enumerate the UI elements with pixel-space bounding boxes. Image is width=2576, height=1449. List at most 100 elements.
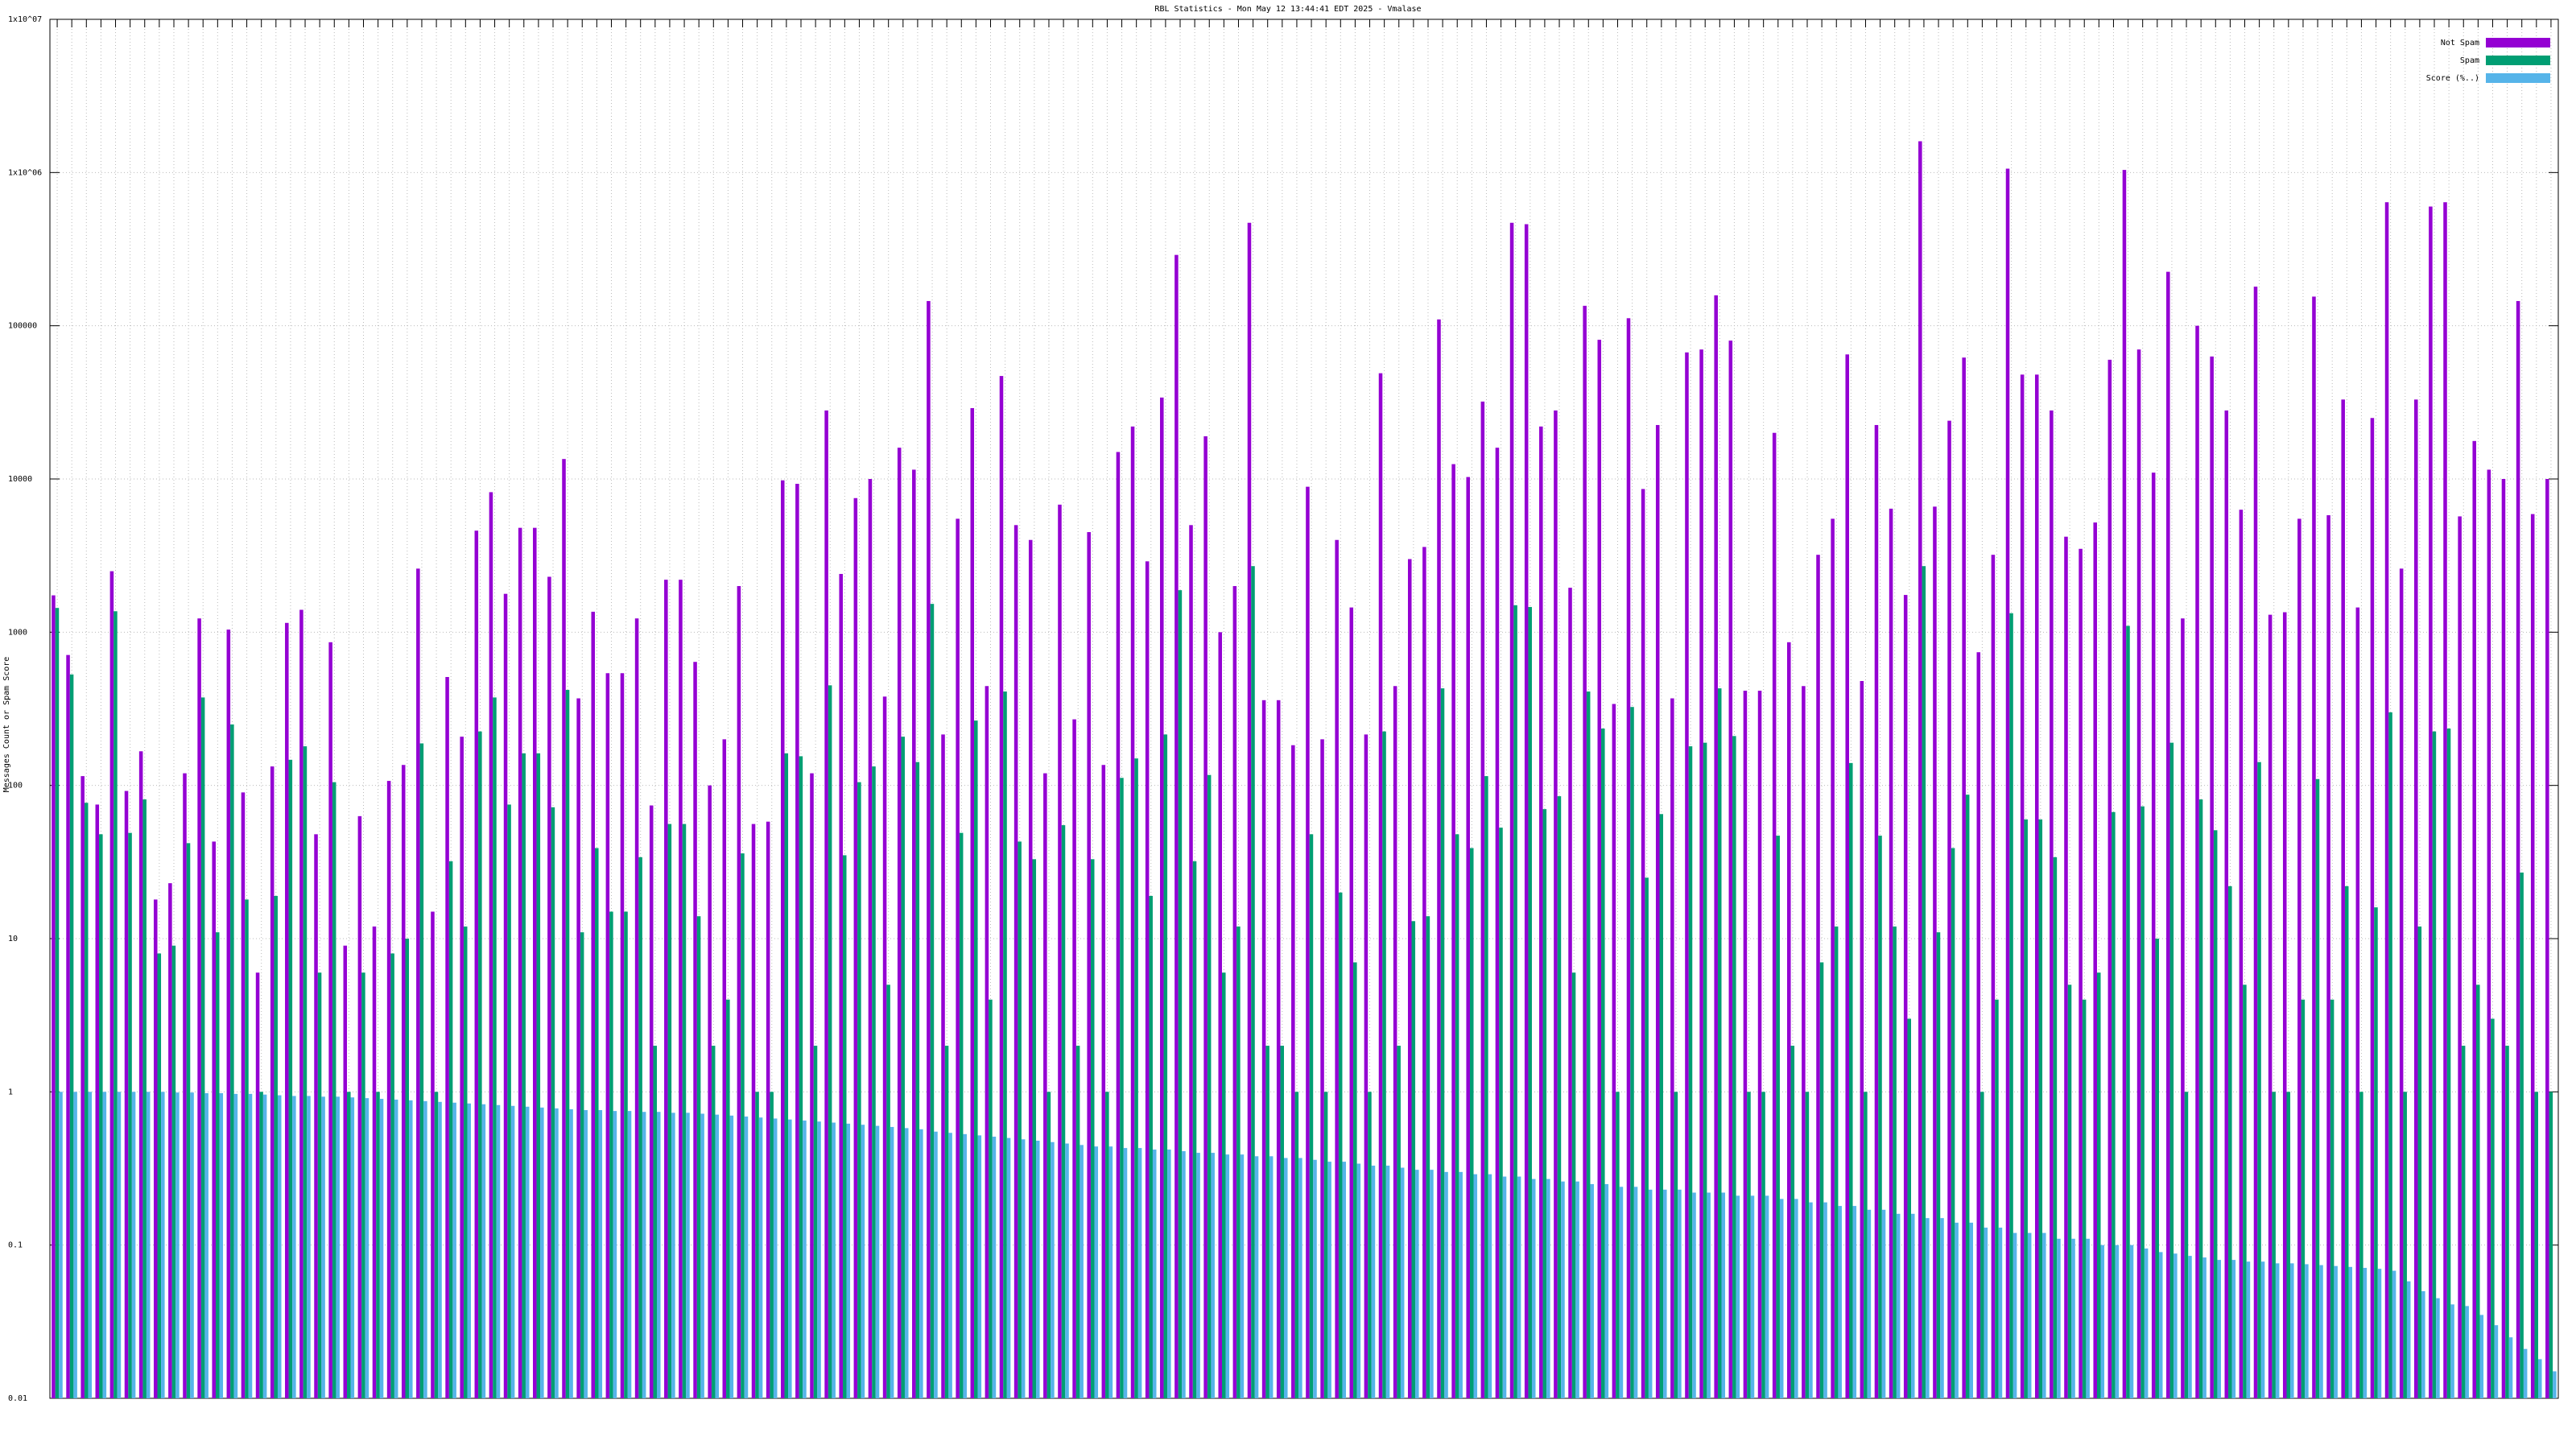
bar [729, 1115, 734, 1398]
bar [343, 945, 348, 1398]
bar [1459, 1171, 1463, 1398]
bar [1736, 1195, 1740, 1398]
bar [722, 739, 727, 1398]
bar [1444, 1171, 1448, 1398]
bar [1397, 1046, 1401, 1398]
bar [989, 999, 993, 1398]
bar [853, 497, 858, 1398]
bar [245, 899, 249, 1398]
bar [80, 776, 85, 1398]
bar [1178, 590, 1183, 1398]
bar [2421, 1290, 2425, 1398]
bar [2213, 830, 2218, 1398]
bar [784, 753, 789, 1398]
bar [2326, 515, 2330, 1398]
bar [423, 1100, 427, 1398]
bar [299, 609, 303, 1398]
bar [69, 674, 74, 1398]
bar [656, 1112, 661, 1398]
bar [1659, 814, 1664, 1398]
bar [1542, 809, 1547, 1398]
bar [230, 724, 234, 1398]
bar [1692, 1192, 1696, 1398]
bar [620, 673, 625, 1398]
bar [770, 1092, 774, 1398]
bar [715, 1114, 719, 1398]
bar [1051, 1141, 1055, 1398]
bar [1980, 1092, 1984, 1398]
y-tick-label: 0.01 [8, 1394, 27, 1403]
bar [1743, 691, 1748, 1398]
bar [2082, 999, 2087, 1398]
bar [2024, 819, 2028, 1398]
bar [540, 1107, 544, 1398]
bar [219, 1093, 224, 1398]
bar [2115, 1245, 2120, 1398]
bar [2020, 374, 2025, 1398]
bar [584, 1110, 588, 1398]
bar [1612, 704, 1616, 1398]
bar [533, 527, 537, 1398]
bar [868, 479, 873, 1398]
bar [2377, 1269, 2382, 1398]
bar [409, 1100, 413, 1398]
bar [1032, 859, 1037, 1398]
bar [1678, 1189, 1682, 1398]
bar [2195, 325, 2199, 1399]
bar [1874, 424, 1879, 1398]
bar [168, 883, 172, 1398]
bar [813, 1046, 818, 1398]
bar [2286, 1092, 2291, 1398]
bar [2443, 202, 2447, 1398]
bar [1910, 1213, 1915, 1398]
bar [1207, 774, 1212, 1398]
bar [2239, 510, 2244, 1399]
bar [1046, 1092, 1051, 1398]
bar [1976, 652, 1981, 1398]
bar [386, 781, 391, 1398]
bar [1597, 340, 1602, 1399]
bar [503, 593, 508, 1398]
bar [1933, 506, 1937, 1398]
bar [1378, 373, 1383, 1398]
bar [700, 1113, 704, 1398]
bar [2079, 548, 2083, 1398]
bar [1313, 1159, 1317, 1398]
bar [1189, 525, 1193, 1398]
bar [73, 1092, 77, 1398]
bar [1356, 1163, 1361, 1398]
bar [1484, 776, 1488, 1398]
bar [1400, 1167, 1405, 1398]
bar [95, 804, 100, 1398]
bar [1152, 1150, 1157, 1398]
plot-frame [49, 19, 2559, 1399]
bar [839, 573, 843, 1398]
legend-label: Score (%..) [2426, 74, 2479, 83]
bar [1499, 828, 1503, 1398]
bar [1247, 222, 1252, 1399]
bar [1028, 539, 1033, 1399]
bar [2188, 1256, 2192, 1398]
bar [2210, 356, 2214, 1398]
bar [2224, 410, 2229, 1399]
y-tick-label: 1000 [8, 628, 27, 637]
bar [2166, 271, 2170, 1399]
bar [580, 932, 584, 1398]
bar [664, 580, 668, 1398]
bar [303, 746, 308, 1398]
bar [2355, 607, 2360, 1398]
bar [2334, 1265, 2338, 1398]
bar [1094, 1146, 1099, 1398]
bar [1823, 1202, 1827, 1398]
bar [1072, 719, 1076, 1398]
bar [510, 1105, 515, 1398]
bar [627, 1111, 632, 1398]
bar [2384, 202, 2389, 1398]
bar [1732, 736, 1736, 1398]
bar [405, 939, 410, 1398]
bar [212, 841, 216, 1398]
bar [1907, 1018, 1911, 1398]
bar [613, 1111, 617, 1398]
bar [1955, 1222, 1959, 1398]
bar [1590, 1183, 1594, 1398]
